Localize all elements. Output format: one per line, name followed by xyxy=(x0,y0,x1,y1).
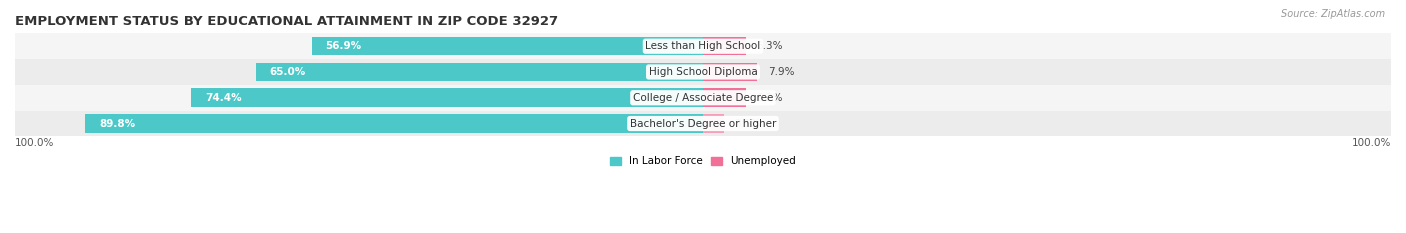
Text: 100.0%: 100.0% xyxy=(15,138,55,148)
Bar xyxy=(703,63,758,81)
Bar xyxy=(15,59,1391,85)
Bar xyxy=(703,114,724,133)
Bar xyxy=(15,33,1391,59)
Text: 7.9%: 7.9% xyxy=(768,67,794,77)
Text: 65.0%: 65.0% xyxy=(270,67,307,77)
Bar xyxy=(703,37,747,55)
Text: EMPLOYMENT STATUS BY EDUCATIONAL ATTAINMENT IN ZIP CODE 32927: EMPLOYMENT STATUS BY EDUCATIONAL ATTAINM… xyxy=(15,15,558,28)
Text: 6.3%: 6.3% xyxy=(756,41,783,51)
Text: 89.8%: 89.8% xyxy=(98,119,135,129)
Bar xyxy=(86,114,703,133)
Text: Bachelor's Degree or higher: Bachelor's Degree or higher xyxy=(630,119,776,129)
Text: High School Diploma: High School Diploma xyxy=(648,67,758,77)
Text: 56.9%: 56.9% xyxy=(325,41,361,51)
Text: 6.2%: 6.2% xyxy=(756,93,783,103)
Bar xyxy=(703,89,745,107)
Bar xyxy=(256,63,703,81)
Text: College / Associate Degree: College / Associate Degree xyxy=(633,93,773,103)
Legend: In Labor Force, Unemployed: In Labor Force, Unemployed xyxy=(606,152,800,170)
Bar xyxy=(15,85,1391,111)
Text: Less than High School: Less than High School xyxy=(645,41,761,51)
Text: 74.4%: 74.4% xyxy=(205,93,242,103)
Text: 100.0%: 100.0% xyxy=(1351,138,1391,148)
Text: Source: ZipAtlas.com: Source: ZipAtlas.com xyxy=(1281,9,1385,19)
Text: 3.1%: 3.1% xyxy=(735,119,761,129)
Bar xyxy=(191,89,703,107)
Bar xyxy=(312,37,703,55)
Bar xyxy=(15,111,1391,136)
